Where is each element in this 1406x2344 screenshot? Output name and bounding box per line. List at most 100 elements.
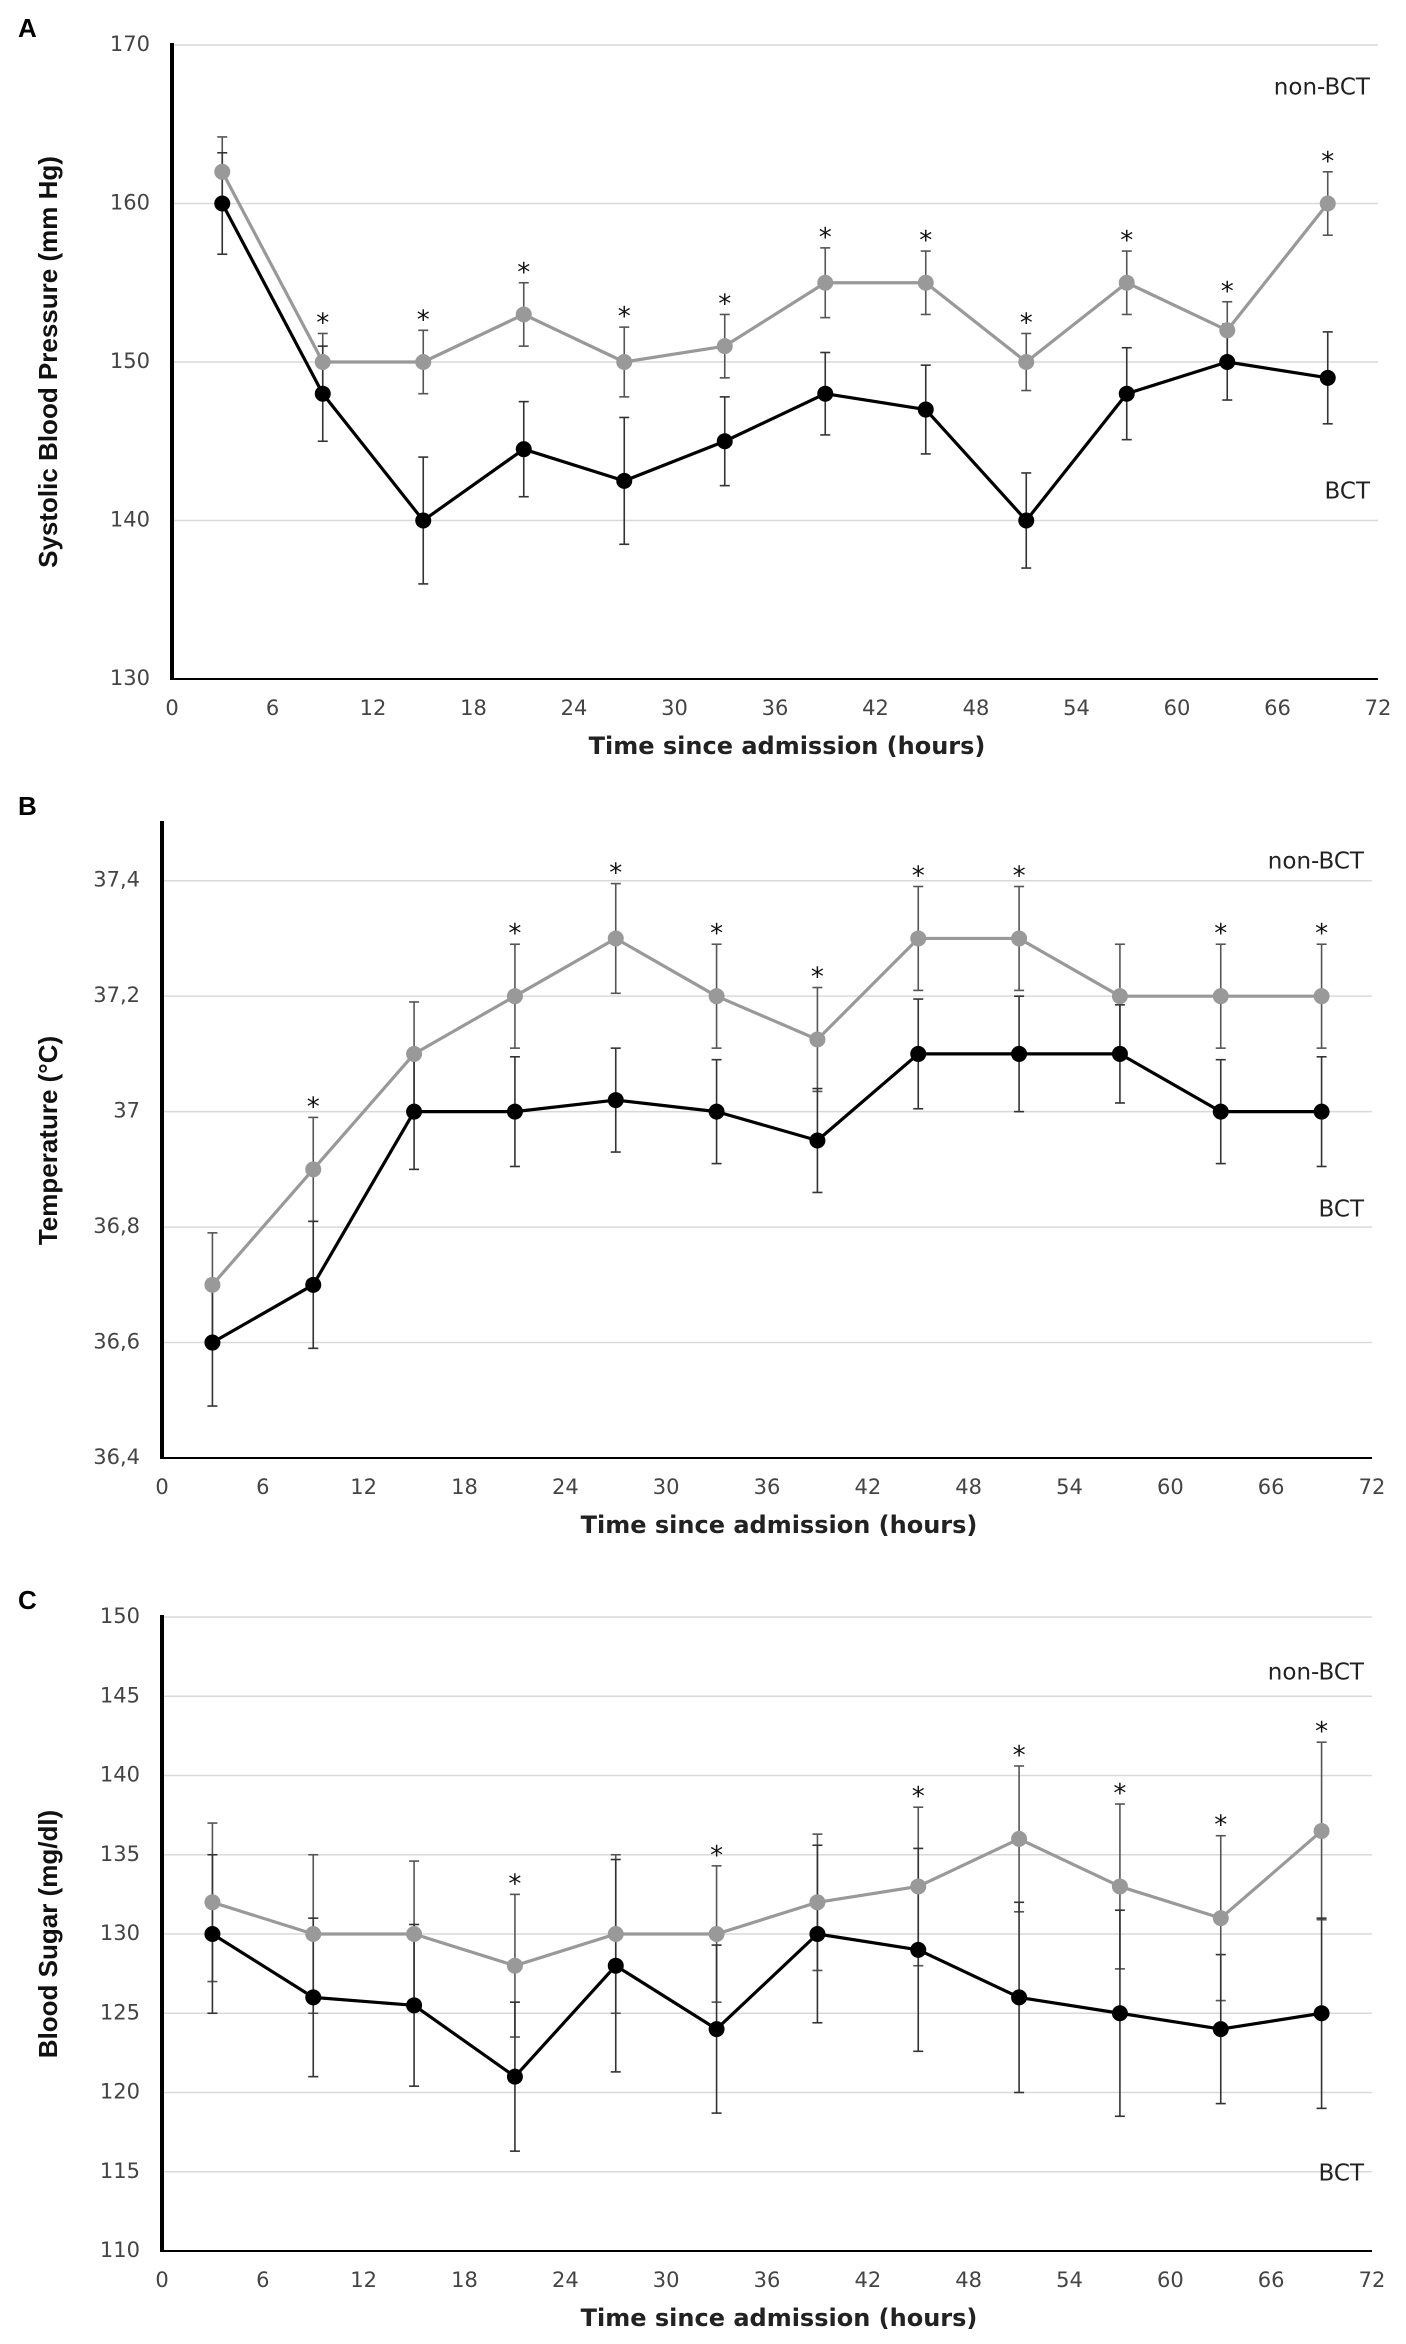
data-point-bct <box>1219 354 1236 370</box>
data-point-bct <box>917 401 934 418</box>
data-point-non-bct <box>1118 274 1135 291</box>
y-tick-label: 170 <box>110 32 150 56</box>
series-label-non-bct: non-BCT <box>1268 849 1365 875</box>
series-label-bct: BCT <box>1325 479 1371 505</box>
data-point-bct <box>616 472 633 489</box>
data-point-non-bct <box>716 338 733 355</box>
data-point-bct <box>1011 1045 1028 1062</box>
y-tick-label: 150 <box>100 1604 140 1628</box>
series-label-non-bct: non-BCT <box>1268 1660 1365 1686</box>
significance-star: * <box>718 289 731 319</box>
data-point-non-bct <box>214 163 231 180</box>
data-point-non-bct <box>305 1161 322 1178</box>
x-tick-label: 30 <box>653 1475 680 1499</box>
significance-star: * <box>710 919 723 949</box>
significance-star: * <box>811 963 824 993</box>
x-tick-label: 54 <box>1056 1475 1083 1499</box>
series-line-bct <box>220 202 1328 523</box>
data-point-bct <box>204 1926 221 1942</box>
y-tick-label: 125 <box>100 2000 140 2024</box>
significance-star: * <box>316 308 329 338</box>
data-point-non-bct <box>506 988 523 1005</box>
data-point-non-bct <box>1111 1878 1128 1895</box>
data-point-non-bct <box>616 354 633 370</box>
x-tick-label: 42 <box>862 696 889 720</box>
data-point-bct <box>1111 1045 1128 1062</box>
x-axis-label: Time since admission (hours) <box>581 1511 978 1539</box>
x-tick-label: 6 <box>266 696 279 720</box>
data-point-bct <box>708 1103 725 1120</box>
x-tick-label: 18 <box>451 1475 478 1499</box>
data-point-bct <box>716 433 733 450</box>
x-tick-label: 30 <box>653 2268 680 2292</box>
y-tick-label: 140 <box>100 1763 140 1787</box>
data-point-bct <box>506 2068 523 2085</box>
significance-star: * <box>1315 1717 1328 1747</box>
series-line-bct <box>211 1932 1322 2079</box>
data-point-non-bct <box>415 354 432 370</box>
x-tick-label: 24 <box>561 696 588 720</box>
y-axis-label: Systolic Blood Pressure (mm Hg) <box>33 156 63 568</box>
significance-star: * <box>919 226 932 256</box>
x-axis-label: Time since admission (hours) <box>589 732 986 760</box>
x-tick-label: 72 <box>1365 696 1392 720</box>
data-point-non-bct <box>607 930 624 947</box>
y-tick-label: 130 <box>110 666 150 690</box>
significance-star: * <box>1013 1741 1026 1771</box>
x-tick-label: 54 <box>1063 696 1090 720</box>
data-point-non-bct <box>708 988 725 1005</box>
y-tick-label: 36,6 <box>93 1330 140 1354</box>
data-point-non-bct <box>1018 354 1035 370</box>
x-tick-label: 66 <box>1264 696 1291 720</box>
x-tick-label: 30 <box>661 696 688 720</box>
x-tick-label: 48 <box>963 696 990 720</box>
x-tick-label: 24 <box>552 2268 579 2292</box>
y-tick-label: 36,8 <box>93 1214 140 1238</box>
y-tick-label: 140 <box>110 508 150 532</box>
panel-a: A 130 140 150 160 170 0 6 12 18 24 30 36 42 48 54 60 66 72… <box>18 13 1391 760</box>
series-label-bct: BCT <box>1319 2161 1365 2187</box>
y-axis-label: Blood Sugar (mg/dl) <box>33 1810 63 2058</box>
series-line-non-bct <box>211 936 1322 1286</box>
significance-star: * <box>1315 919 1328 949</box>
x-tick-label: 18 <box>451 2268 478 2292</box>
data-point-bct <box>607 1957 624 1974</box>
panel-b: B 36,4 36,6 36,8 37 37,2 37,4 0 6 12 18 24 30 36 42 48 5… <box>18 791 1385 1539</box>
significance-star: * <box>1020 308 1033 338</box>
y-tick-label: 37 <box>113 1099 140 1123</box>
data-point-non-bct <box>708 1926 725 1942</box>
significance-star: * <box>618 302 631 332</box>
x-axis-label: Time since admission (hours) <box>581 2304 978 2332</box>
data-point-bct <box>515 441 532 458</box>
data-point-non-bct <box>406 1926 423 1942</box>
x-tick-label: 72 <box>1359 1475 1386 1499</box>
y-tick-label: 145 <box>100 1683 140 1707</box>
data-point-non-bct <box>305 1926 322 1942</box>
significance-star: * <box>1120 226 1133 256</box>
data-point-non-bct <box>406 1045 423 1062</box>
data-point-bct <box>305 1989 322 2006</box>
data-point-non-bct <box>917 274 934 291</box>
y-tick-label: 130 <box>100 1921 140 1945</box>
data-point-non-bct <box>1219 322 1236 339</box>
x-tick-label: 42 <box>854 1475 881 1499</box>
significance-star: * <box>508 919 521 949</box>
x-tick-label: 0 <box>155 2268 168 2292</box>
y-tick-label: 36,4 <box>93 1445 140 1469</box>
significance-star: * <box>1113 1779 1126 1809</box>
significance-star: * <box>1321 147 1334 177</box>
significance-star: * <box>912 1782 925 1812</box>
significance-star: * <box>517 258 530 288</box>
x-tick-label: 66 <box>1258 2268 1285 2292</box>
data-point-bct <box>506 1103 523 1120</box>
data-point-bct <box>1118 385 1135 402</box>
x-tick-label: 60 <box>1157 2268 1184 2292</box>
y-tick-label: 150 <box>110 349 150 373</box>
series-line-bct <box>211 1052 1322 1344</box>
data-point-non-bct <box>809 1031 826 1048</box>
y-tick-label: 120 <box>100 2080 140 2104</box>
panel-letter: A <box>18 13 37 43</box>
data-point-non-bct <box>204 1894 221 1911</box>
x-tick-label: 60 <box>1157 1475 1184 1499</box>
